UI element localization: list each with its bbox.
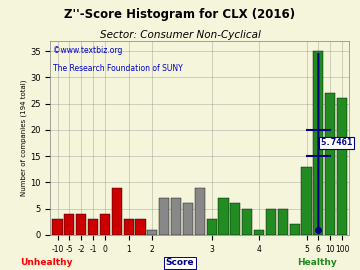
Bar (171, 198, 181, 235)
Bar (301, 167, 311, 235)
Text: Healthy: Healthy (297, 258, 337, 267)
Bar (88, 219, 98, 235)
Bar (76, 214, 86, 235)
Bar (64, 214, 75, 235)
Bar (242, 209, 252, 235)
Text: The Research Foundation of SUNY: The Research Foundation of SUNY (53, 64, 183, 73)
Bar (123, 219, 134, 235)
Bar (254, 230, 264, 235)
Bar (219, 198, 229, 235)
Bar (195, 188, 205, 235)
Bar (266, 209, 276, 235)
Bar (183, 203, 193, 235)
Bar (325, 93, 335, 235)
Bar (112, 188, 122, 235)
Text: Score: Score (166, 258, 194, 267)
Bar (337, 98, 347, 235)
Bar (230, 203, 240, 235)
Text: Sector: Consumer Non-Cyclical: Sector: Consumer Non-Cyclical (100, 30, 260, 40)
Bar (313, 51, 323, 235)
Text: Unhealthy: Unhealthy (21, 258, 73, 267)
Bar (289, 224, 300, 235)
Y-axis label: Number of companies (194 total): Number of companies (194 total) (21, 79, 27, 196)
Text: ©www.textbiz.org: ©www.textbiz.org (53, 46, 123, 55)
Text: 5.7461: 5.7461 (320, 139, 352, 147)
Bar (278, 209, 288, 235)
Bar (159, 198, 169, 235)
Text: Z''-Score Histogram for CLX (2016): Z''-Score Histogram for CLX (2016) (64, 8, 296, 21)
Bar (100, 214, 110, 235)
Bar (135, 219, 145, 235)
Bar (53, 219, 63, 235)
Bar (207, 219, 217, 235)
Bar (147, 230, 157, 235)
